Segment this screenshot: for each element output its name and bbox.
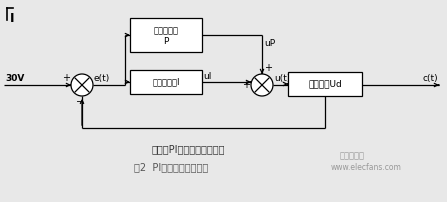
- Text: +: +: [242, 80, 250, 90]
- Text: 图２　PI控制器的原理框图: 图２ PI控制器的原理框图: [152, 144, 225, 154]
- Text: P: P: [163, 38, 169, 46]
- Text: 积分环节，I: 积分环节，I: [152, 78, 180, 86]
- Text: +: +: [62, 73, 70, 83]
- Text: uP: uP: [264, 39, 275, 48]
- Bar: [288, 72, 362, 96]
- Text: u(t): u(t): [274, 74, 291, 83]
- Text: +: +: [264, 63, 272, 73]
- Text: e(t): e(t): [94, 74, 110, 83]
- Bar: [130, 18, 202, 52]
- Text: uI: uI: [203, 72, 211, 81]
- Text: I: I: [10, 12, 14, 25]
- Text: 比例环节，: 比例环节，: [153, 26, 178, 36]
- Text: 电子发烧友: 电子发烧友: [340, 151, 365, 160]
- Text: www.elecfans.com: www.elecfans.com: [331, 163, 402, 172]
- Text: c(t): c(t): [422, 74, 438, 83]
- Circle shape: [71, 74, 93, 96]
- Text: 图2  PI控制器的原理框图: 图2 PI控制器的原理框图: [134, 162, 208, 172]
- Circle shape: [251, 74, 273, 96]
- Text: −: −: [76, 97, 84, 107]
- Bar: [130, 70, 202, 94]
- Text: 输入电压Ud: 输入电压Ud: [308, 80, 342, 88]
- Text: 30V: 30V: [5, 74, 25, 83]
